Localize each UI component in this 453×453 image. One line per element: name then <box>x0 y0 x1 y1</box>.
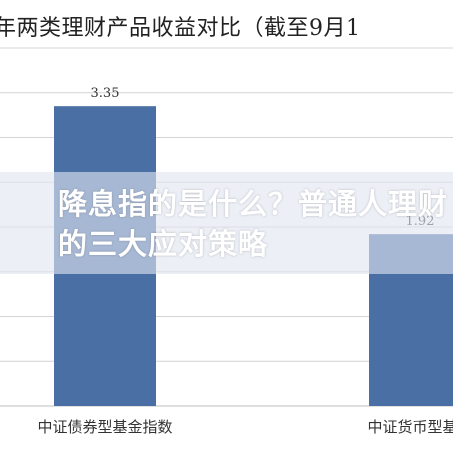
x-tick-label: 中证货币型基金 <box>367 418 453 436</box>
data-label: 3.35 <box>91 86 120 101</box>
chart-title: 年两类理财产品收益对比（截至9月1 <box>0 16 361 41</box>
headline-overlay-text: 降息指的是什么？普通人理财的三大应对策略 <box>58 187 449 261</box>
headline-overlay-band <box>0 172 453 274</box>
x-tick-label: 中证债券型基金指数 <box>37 418 172 436</box>
